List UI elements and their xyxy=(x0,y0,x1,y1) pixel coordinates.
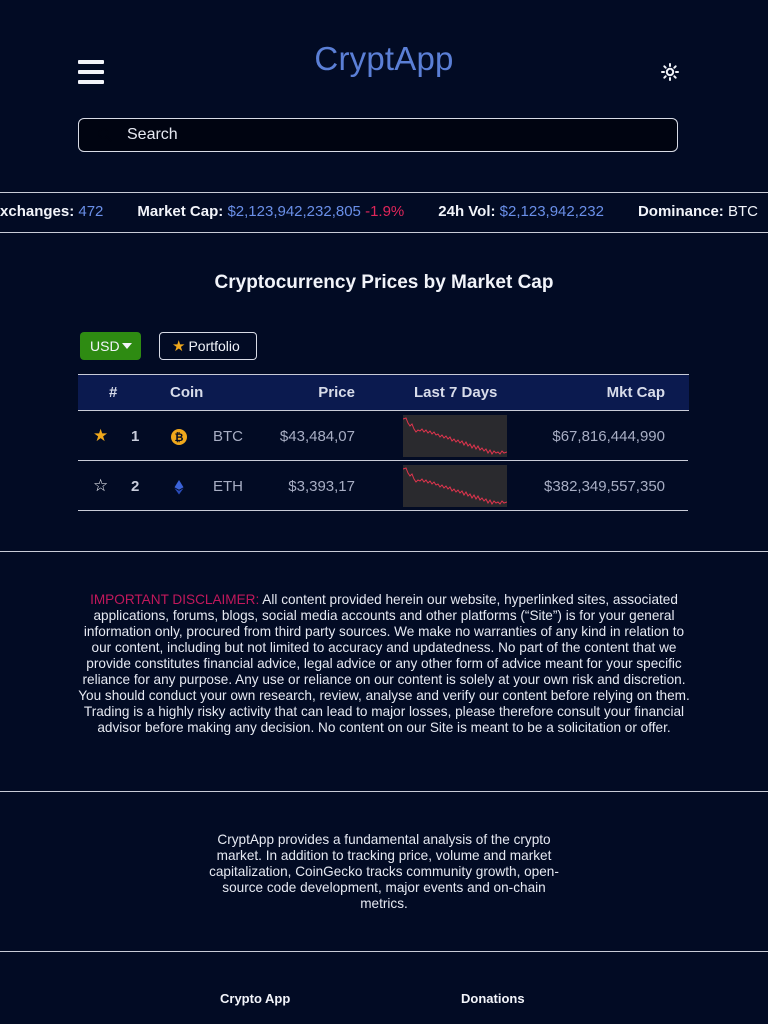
ticker-market-cap-change: -1.9% xyxy=(365,203,405,220)
column-last-7-days[interactable]: Last 7 Days xyxy=(414,384,498,401)
portfolio-label: Portfolio xyxy=(188,338,240,354)
table-header: # Coin Price Last 7 Days Mkt Cap xyxy=(78,374,689,411)
column-coin[interactable]: Coin xyxy=(170,384,204,401)
sun-icon[interactable] xyxy=(660,62,680,82)
star-icon: ★ xyxy=(172,338,186,355)
app-logo[interactable]: CryptApp xyxy=(314,40,454,77)
star-filled-icon[interactable]: ★ xyxy=(93,426,109,445)
column-market-cap[interactable]: Mkt Cap xyxy=(606,384,665,401)
market-ticker: Exchanges: 472 Market Cap: $2,123,942,232… xyxy=(0,192,768,233)
ethereum-icon xyxy=(174,480,184,495)
bitcoin-icon: ₿ xyxy=(171,429,187,445)
prices-table: # Coin Price Last 7 Days Mkt Cap ★ 1 ₿ B… xyxy=(78,374,689,511)
ticker-volume: 24h Vol: $2,123,942,232 xyxy=(438,203,604,220)
ticker-dominance-value: BTC xyxy=(727,203,758,220)
coin-symbol[interactable]: BTC xyxy=(213,428,243,445)
coin-symbol[interactable]: ETH xyxy=(213,478,243,495)
disclaimer-text: All content provided herein our website,… xyxy=(78,592,690,735)
page-title: Cryptocurrency Prices by Market Cap xyxy=(214,272,554,293)
column-rank[interactable]: # xyxy=(109,384,118,401)
ticker-exchanges-label: Exchanges: xyxy=(0,203,75,220)
ticker-dominance: Dominance: BTC xyxy=(638,203,758,220)
star-outline-icon[interactable]: ☆ xyxy=(93,476,109,495)
sparkline-chart xyxy=(403,415,507,457)
coin-rank: 2 xyxy=(131,478,140,495)
coin-market-cap: $382,349,557,350 xyxy=(544,478,665,495)
ticker-exchanges: Exchanges: 472 xyxy=(0,203,103,220)
ticker-market-cap: Market Cap: $2,123,942,232,805 -1.9% xyxy=(137,203,404,220)
footer-link-donations[interactable]: Donations xyxy=(461,991,525,1006)
divider xyxy=(0,551,768,552)
currency-label: USD xyxy=(90,338,120,354)
search-bar[interactable] xyxy=(78,118,678,152)
column-price[interactable]: Price xyxy=(318,384,355,401)
ticker-volume-label: 24h Vol: xyxy=(438,203,496,220)
portfolio-button[interactable]: ★ Portfolio xyxy=(159,332,257,360)
app-header: CryptApp xyxy=(0,0,768,110)
search-icon xyxy=(98,128,112,142)
table-row[interactable]: ★ 1 ₿ BTC $43,484,07 $67,816,444,990 xyxy=(78,411,688,461)
ticker-volume-value: $2,123,942,232 xyxy=(499,203,604,220)
search-input[interactable] xyxy=(125,119,665,151)
sparkline-chart xyxy=(403,465,507,507)
svg-text:₿: ₿ xyxy=(175,432,184,444)
ticker-track: Exchanges: 472 Market Cap: $2,123,942,232… xyxy=(0,203,768,220)
ticker-market-cap-value: $2,123,942,232,805 xyxy=(227,203,361,220)
ticker-dominance-label: Dominance: xyxy=(637,203,724,220)
coin-price: $3,393,17 xyxy=(288,478,355,495)
caret-down-icon xyxy=(122,343,132,349)
disclaimer: IMPORTANT DISCLAIMER: All content provid… xyxy=(74,592,694,736)
coin-rank: 1 xyxy=(131,428,140,445)
ticker-market-cap-label: Market Cap: xyxy=(137,203,224,220)
divider xyxy=(0,951,768,952)
coin-price: $43,484,07 xyxy=(279,428,355,445)
about-text: CryptApp provides a fundamental analysis… xyxy=(209,832,559,911)
currency-select-button[interactable]: USD xyxy=(80,332,141,360)
disclaimer-highlight: IMPORTANT DISCLAIMER: xyxy=(90,592,260,607)
divider xyxy=(0,791,768,792)
footer-link-crypto-app[interactable]: Crypto App xyxy=(220,991,291,1006)
hamburger-icon[interactable] xyxy=(78,60,104,84)
coin-market-cap: $67,816,444,990 xyxy=(552,428,665,445)
table-row[interactable]: ☆ 2 ETH $3,393,17 $382,349,557,350 xyxy=(78,461,688,511)
ticker-exchanges-value: 472 xyxy=(78,203,104,220)
